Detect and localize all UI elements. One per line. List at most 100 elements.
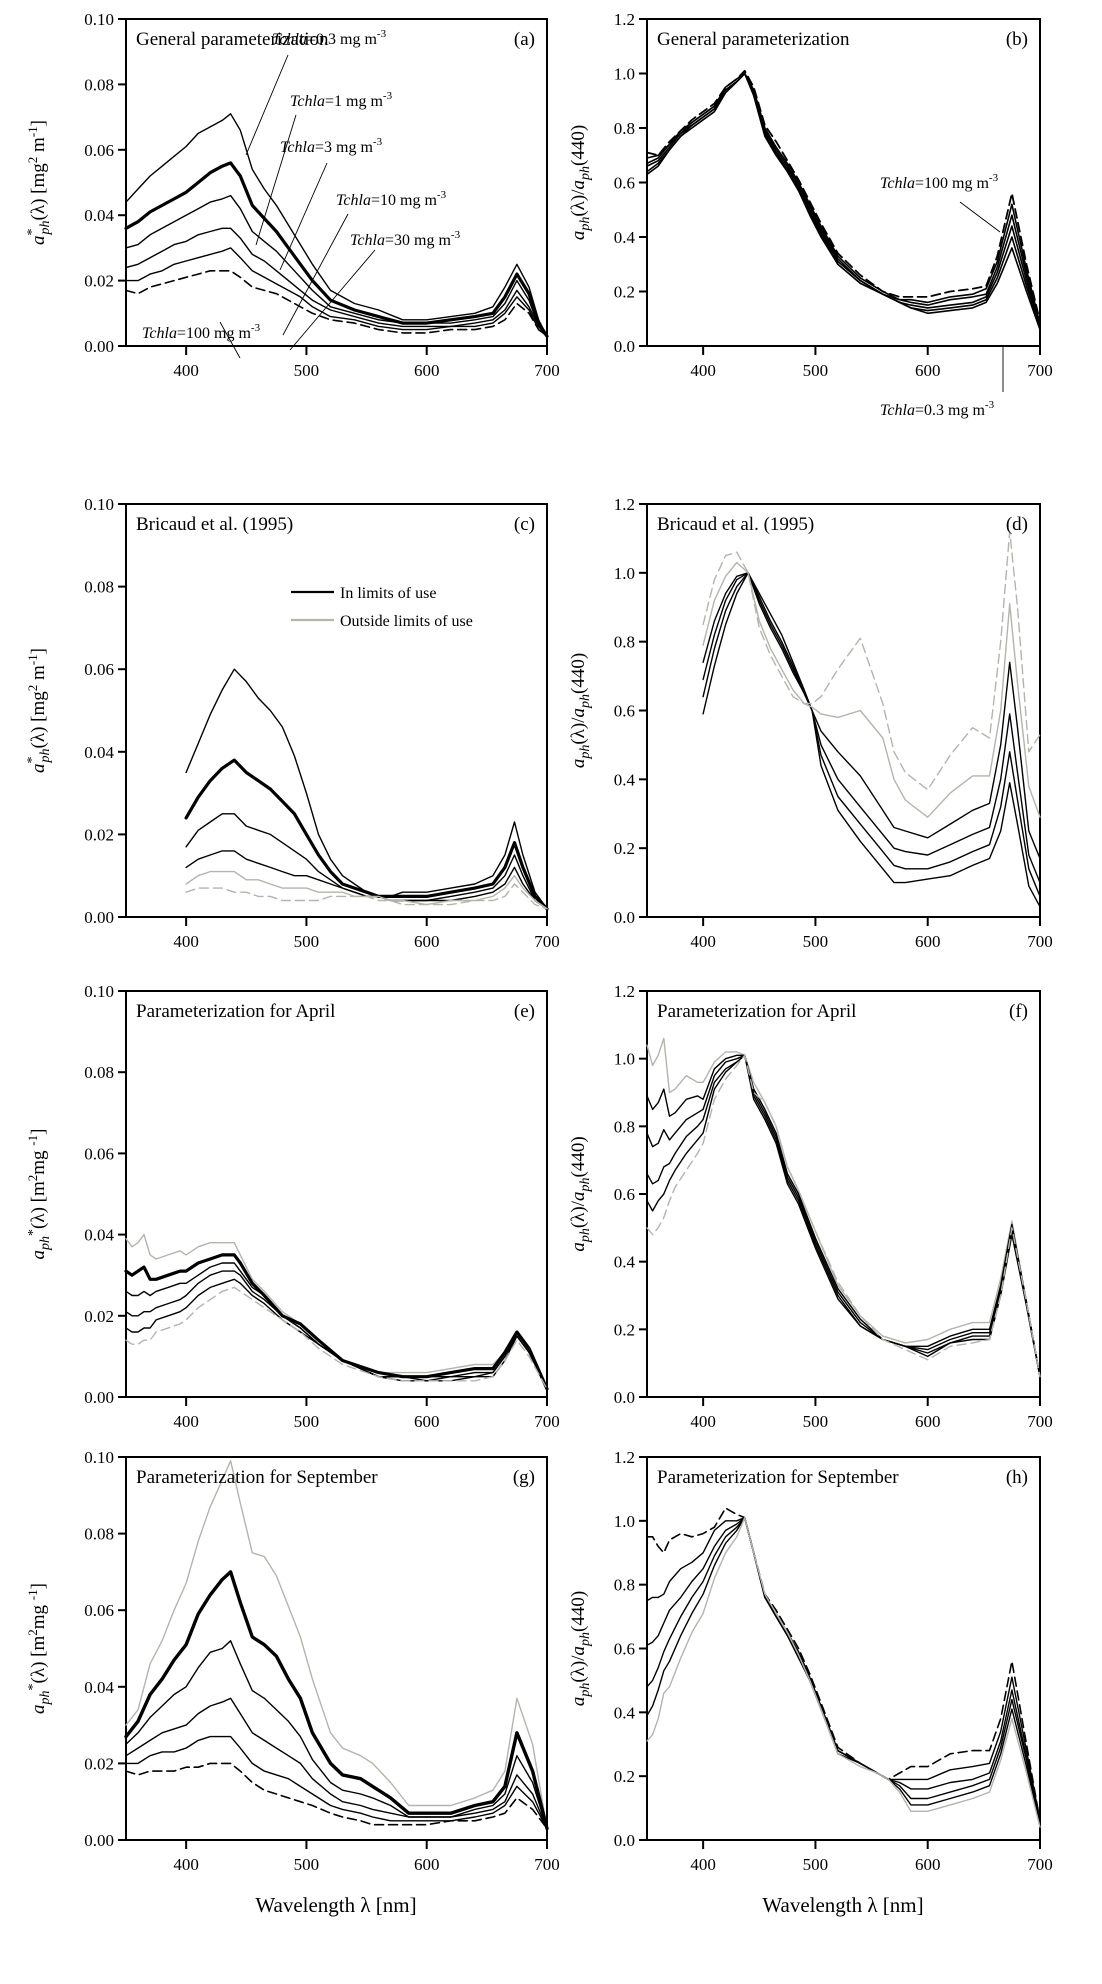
y-tick-label: 0.00 — [84, 1831, 114, 1850]
panel-letter: (g) — [513, 1467, 535, 1488]
y-tick-label: 0.08 — [84, 1063, 114, 1082]
y-tick-label: 0.00 — [84, 1388, 114, 1407]
x-tick-label: 500 — [803, 1412, 829, 1431]
series-line-3 — [125, 194, 548, 337]
series-line-6 — [702, 530, 1041, 791]
series-line-6 — [125, 1762, 548, 1830]
y-tick-label: 1.2 — [614, 982, 635, 1001]
series-line-1 — [185, 668, 548, 910]
x-tick-label: 600 — [414, 1412, 440, 1431]
y-tick-label: 0.06 — [84, 141, 114, 160]
series-line-5 — [646, 1054, 1041, 1378]
x-tick-label: 700 — [534, 1412, 560, 1431]
panel-title: Parameterization for September — [136, 1467, 378, 1488]
y-tick-label: 0.2 — [614, 1320, 635, 1339]
x-tick-label: 400 — [690, 932, 716, 951]
y-tick-label: 0.2 — [614, 1767, 635, 1786]
series-line-1 — [125, 1233, 548, 1390]
panel-title: Parameterization for April — [136, 1001, 335, 1022]
y-axis-label: aph(λ)/aph(440) — [568, 653, 593, 768]
y-tick-label: 0.10 — [84, 10, 114, 29]
annotation-label: Tchla=100 mg m-3 — [142, 322, 261, 342]
annotation-label: Tchla=30 mg m-3 — [350, 229, 461, 249]
y-tick-label: 0.04 — [84, 743, 114, 762]
panel-letter: (e) — [514, 1001, 535, 1022]
annotation-label: Tchla=1 mg m-3 — [290, 90, 393, 110]
y-tick-label: 0.10 — [84, 1448, 114, 1467]
y-tick-label: 1.0 — [614, 1512, 635, 1531]
series-line-1 — [646, 1037, 1041, 1378]
series-line-6 — [125, 270, 548, 337]
y-tick-label: 0.0 — [614, 908, 635, 927]
y-axis-label: aph*(λ) [m2mg -1] — [25, 1129, 53, 1260]
y-tick-label: 1.2 — [614, 10, 635, 29]
series-line-1 — [646, 1507, 1041, 1822]
y-tick-label: 0.04 — [84, 1678, 114, 1697]
x-tick-label: 600 — [915, 1855, 941, 1874]
panel-e: 0.00 0.02 0.04 0.06 0.08 0.10 400 500 600 700 Para… — [25, 982, 560, 1431]
y-tick-label: 0.4 — [614, 1703, 636, 1722]
panel-b: 0.0 0.2 0.4 0.6 0.8 1.0 1.2 400 500 600 700 General… — [568, 10, 1053, 419]
panel-title: General parameterization — [136, 29, 329, 50]
series-line-4 — [702, 572, 1041, 908]
y-tick-label: 0.8 — [614, 1117, 635, 1136]
annotation-label: Tchla=3 mg m-3 — [280, 136, 383, 156]
y-tick-label: 0.02 — [84, 1754, 114, 1773]
annotation-label: Tchla=0.3 mg m-3 — [880, 399, 995, 419]
x-tick-label: 700 — [1027, 1412, 1053, 1431]
panel-letter: (c) — [514, 514, 535, 535]
panel-letter: (f) — [1009, 1001, 1028, 1022]
series-line-2 — [646, 1516, 1041, 1822]
y-tick-label: 0.04 — [84, 1226, 114, 1245]
series-line-6 — [646, 1516, 1041, 1828]
y-tick-label: 0.4 — [614, 228, 636, 247]
series-line-5 — [646, 72, 1041, 325]
x-tick-label: 700 — [1027, 1855, 1053, 1874]
y-tick-label: 0.4 — [614, 770, 636, 789]
x-tick-label: 600 — [915, 932, 941, 951]
series-line-3 — [185, 813, 548, 910]
panel-f: 0.0 0.2 0.4 0.6 0.8 1.0 1.2 400 500 600 700 Paramet… — [568, 982, 1053, 1431]
y-tick-label: 0.06 — [84, 660, 114, 679]
series-line-4 — [125, 1697, 548, 1830]
y-tick-label: 0.2 — [614, 839, 635, 858]
y-axis-label: a*ph(λ) [mg2 m-1] — [25, 648, 53, 773]
x-tick-label: 500 — [803, 361, 829, 380]
x-tick-label: 400 — [173, 932, 199, 951]
x-tick-label: 500 — [803, 932, 829, 951]
series-line-5 — [125, 1278, 548, 1390]
y-tick-label: 0.0 — [614, 337, 635, 356]
series-line-3 — [125, 1640, 548, 1830]
y-axis-label: aph(λ)/aph(440) — [568, 125, 593, 240]
panel-d: 0.0 0.2 0.4 0.6 0.8 1.0 1.2 400 500 600 700 Bricaud… — [568, 495, 1053, 951]
series-line-5 — [185, 870, 548, 910]
y-tick-label: 0.0 — [614, 1388, 635, 1407]
x-tick-label: 600 — [915, 361, 941, 380]
y-tick-label: 0.6 — [614, 702, 635, 721]
annotation-arrow — [245, 54, 289, 156]
x-tick-label: 700 — [534, 361, 560, 380]
y-tick-label: 1.2 — [614, 1448, 635, 1467]
x-tick-label: 400 — [690, 361, 716, 380]
panel-a: 0.00 0.02 0.04 0.06 0.08 0.10 400 500 600 700 Gene… — [25, 10, 560, 380]
series-line-4 — [125, 1270, 548, 1390]
y-tick-label: 0.06 — [84, 1601, 114, 1620]
y-tick-label: 0.10 — [84, 982, 114, 1001]
panel-c: 0.00 0.02 0.04 0.06 0.08 0.10 400 500 600 700 Bric… — [25, 495, 560, 951]
x-tick-label: 400 — [173, 361, 199, 380]
x-tick-label: 700 — [534, 932, 560, 951]
series-line-5 — [125, 1735, 548, 1830]
x-tick-label: 500 — [803, 1855, 829, 1874]
annotation-arrow — [219, 321, 241, 359]
series-line-5 — [125, 247, 548, 337]
y-tick-label: 0.08 — [84, 1525, 114, 1544]
y-tick-label: 0.6 — [614, 1185, 635, 1204]
legend-label: In limits of use — [340, 585, 436, 602]
y-axis-label: aph(λ)/aph(440) — [568, 1136, 593, 1251]
x-axis-label-right: Wavelength λ [nm] — [762, 1893, 923, 1917]
series-line-3 — [125, 1262, 548, 1390]
plot-frame — [125, 18, 548, 347]
series-line-5 — [702, 561, 1041, 818]
x-axis-label-left: Wavelength λ [nm] — [255, 1893, 416, 1917]
